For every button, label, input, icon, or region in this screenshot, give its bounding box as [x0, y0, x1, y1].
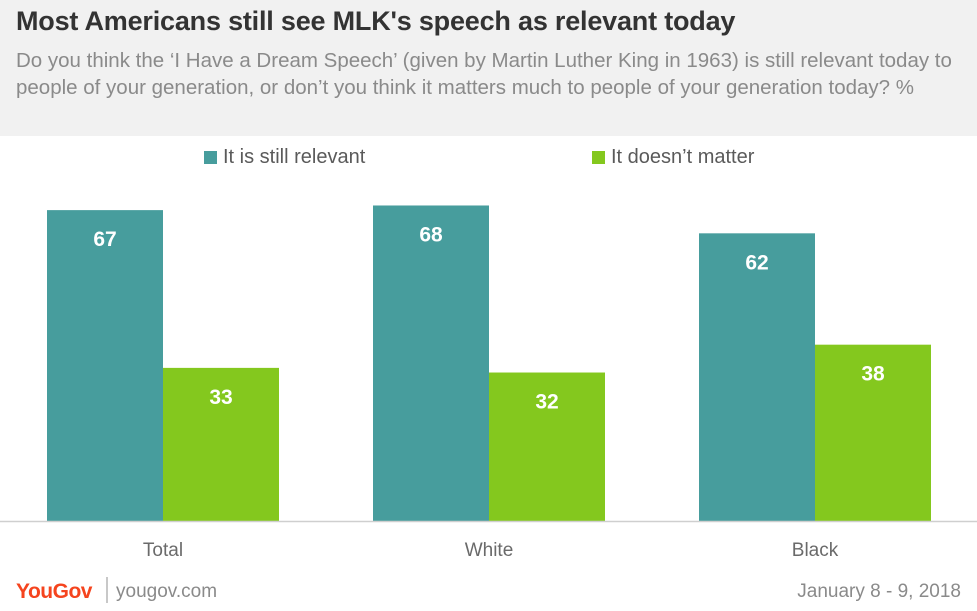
category-label-white: White [465, 540, 514, 561]
bar-chart: 67 33 Total 68 32 White 62 38 Black [0, 205, 977, 561]
data-label-black-series-0: 62 [745, 251, 768, 274]
header: Most Americans still see MLK's speech as… [0, 0, 977, 136]
data-label-white-series-1: 32 [535, 391, 558, 414]
bar-black-series-0 [699, 233, 815, 521]
footer-divider [106, 577, 108, 603]
bar-total-series-1 [163, 367, 279, 521]
bar-black-series-1 [815, 344, 931, 521]
legend-swatch-relevant [204, 151, 217, 164]
footer-date: January 8 - 9, 2018 [797, 581, 961, 602]
footer-site: yougov.com [116, 581, 218, 602]
bar-white-series-1 [489, 372, 605, 521]
legend-swatch-doesnt-matter [592, 151, 605, 164]
data-label-total-series-0: 67 [93, 228, 116, 251]
legend-label-doesnt-matter: It doesn’t matter [611, 146, 755, 168]
legend-item-relevant: It is still relevant [204, 146, 365, 169]
chart-title: Most Americans still see MLK's speech as… [16, 6, 736, 36]
yougov-logo: YouGov [16, 580, 92, 603]
legend: It is still relevant It doesn’t matter [0, 146, 977, 172]
bar-white-series-0 [373, 205, 489, 522]
category-label-total: Total [143, 540, 183, 561]
bar-total-series-0 [47, 210, 163, 521]
chart-subtitle: Do you think the ‘I Have a Dream Speech’… [16, 49, 952, 99]
data-label-white-series-0: 68 [419, 223, 443, 246]
data-label-black-series-1: 38 [861, 363, 885, 386]
legend-item-doesnt-matter: It doesn’t matter [592, 146, 754, 169]
legend-label-relevant: It is still relevant [223, 146, 366, 168]
category-label-black: Black [792, 540, 839, 561]
data-label-total-series-1: 33 [209, 386, 232, 409]
